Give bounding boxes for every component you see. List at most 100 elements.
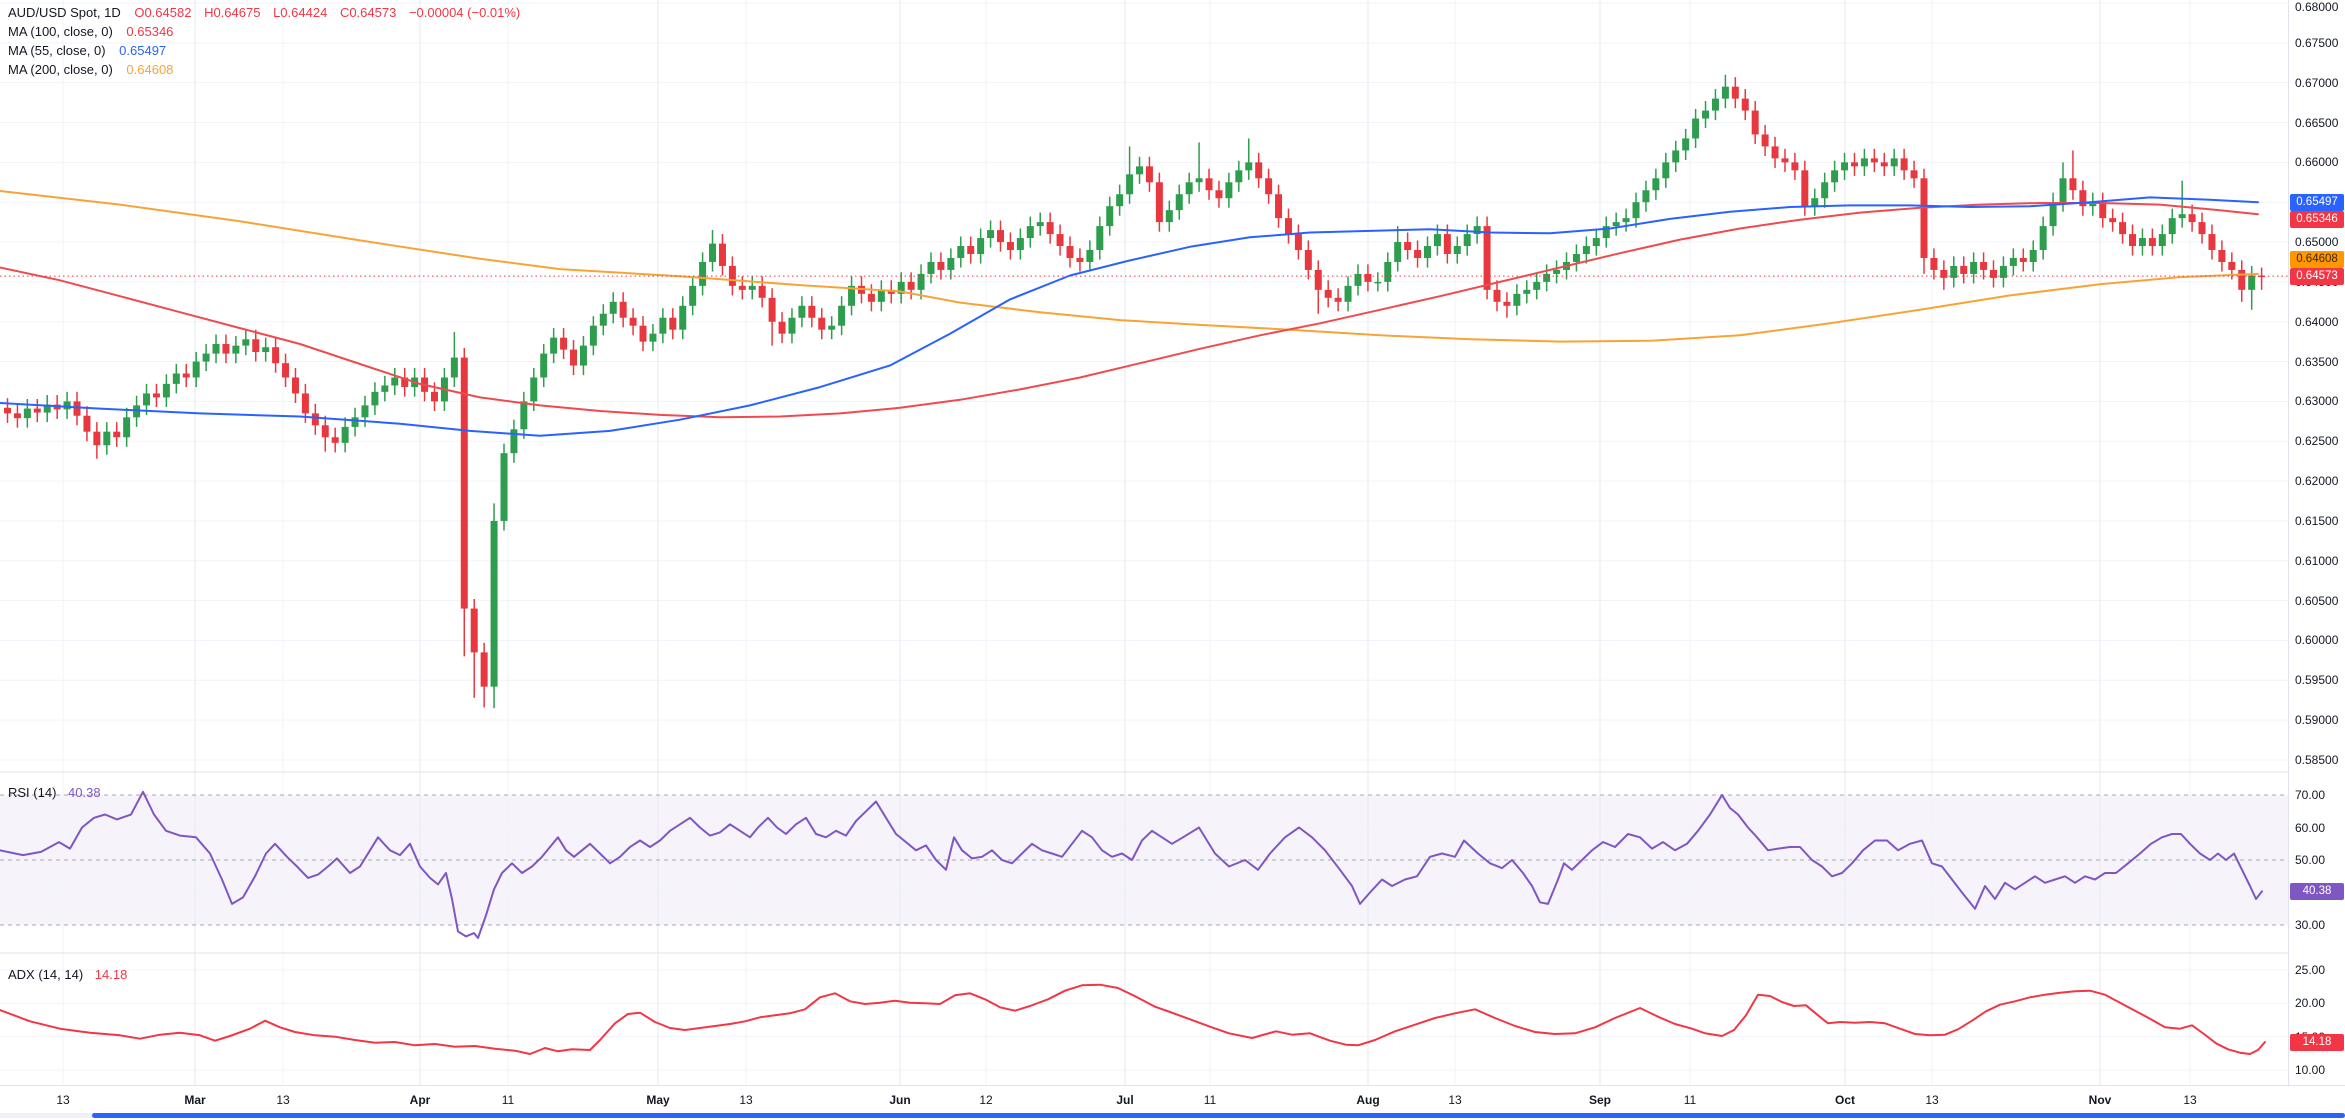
axis-tick-label: 0.61500 [2295,513,2339,528]
candle-body [1215,190,1223,199]
candle-body [83,415,91,432]
ma55-legend-row[interactable]: MA (55, close, 0) 0.65497 [8,41,529,60]
rsi-value-badge: 40.38 [2290,882,2344,900]
candle-body [2218,250,2226,262]
candle-body [718,243,726,266]
candle-body [1334,297,1342,302]
symbol-title: AUD/USD Spot, 1D [8,5,121,20]
axis-tick-label: 0.60000 [2295,633,2339,648]
candle-body [1980,261,1988,270]
candle-body [470,608,478,653]
candle-body [1553,269,1561,274]
candle-body [103,431,111,446]
candle-body [301,393,309,414]
ohlc-change: −0.00004 (−0.01%) [408,5,521,20]
candle-body [13,413,21,419]
candle-body [599,313,607,326]
candle-body [2009,257,2017,266]
candle-body [2228,261,2236,270]
ma200-legend-row[interactable]: MA (200, close, 0) 0.64608 [8,60,529,79]
candle-body [1890,158,1898,167]
axis-tick-label: 30.00 [2295,918,2326,932]
candle-body [659,317,667,334]
axis-tick-label: 0.64000 [2295,314,2339,329]
ma200-price-badge: 0.64608 [2290,251,2344,268]
candle-body [917,273,925,290]
candle-body [1145,166,1153,183]
candle-body [1175,194,1183,211]
ohlc-high: H0.64675 [204,5,261,20]
axis-tick-label: 0.62500 [2295,434,2339,449]
candle-body [1622,218,1630,223]
candle-body [1354,273,1362,286]
candle-body [510,429,518,454]
candle-body [828,325,836,330]
candle-body [560,337,568,350]
axis-tick-label: 0.63000 [2295,394,2339,409]
candle-body [728,265,736,286]
symbol-row[interactable]: AUD/USD Spot, 1D O0.64582 H0.64675 L0.64… [8,3,529,22]
candle-body [1632,202,1640,219]
candle-body [162,383,170,398]
price-axis[interactable]: 0.680000.675000.670000.665000.660000.655… [2288,0,2345,1085]
candle-body [619,301,627,318]
candle-body [1006,242,1014,251]
candle-body [262,347,270,352]
candle-body [1473,226,1481,235]
candle-body [1255,162,1263,179]
candle-body [679,305,687,330]
candle-body [430,391,438,402]
ma200-value: 0.64608 [126,62,174,77]
axis-tick-label: 0.66500 [2295,115,2339,130]
candle-body [639,325,647,342]
candle-body [1284,218,1292,235]
time-tick-month: Jun [889,1093,911,1107]
candle-body [1602,226,1610,239]
candle-body [1185,182,1193,195]
candle-body [937,261,945,270]
candle-body [1801,170,1809,207]
adx-value-badge: 14.18 [2290,1033,2344,1051]
candle-body [877,289,885,302]
candle-body [242,339,250,346]
candle-body [1831,170,1839,183]
rsi-legend-row[interactable]: RSI (14) 40.38 [8,785,101,800]
axis-tick-label: 0.68000 [2295,0,2339,14]
candle-body [1711,98,1719,111]
adx-legend-row[interactable]: ADX (14, 14) 14.18 [8,967,127,982]
candle-body [1414,250,1422,258]
candle-body [450,357,458,378]
axis-tick-label: 0.66000 [2295,155,2339,170]
ma100-legend-row[interactable]: MA (100, close, 0) 0.65346 [8,22,529,41]
candle-body [1582,246,1590,254]
time-scrollbar-thumb[interactable] [92,1113,2345,1118]
candle-body [2119,222,2127,235]
candle-body [1860,158,1868,167]
candle-body [1106,206,1114,227]
candle-body [212,344,220,354]
candle-body [609,301,617,314]
candle-body [1642,190,1650,203]
ma200-label: MA (200, close, 0) [8,62,113,77]
candle-body [1990,269,1997,278]
candle-body [282,363,290,378]
candle-body [311,413,319,426]
axis-tick-label: 0.62000 [2295,474,2339,489]
candle-body [1662,162,1670,179]
candle-body [2029,250,2037,262]
candle-body [1791,162,1799,171]
candle-body [1423,246,1431,258]
last-price-badge: 0.64573 [2290,267,2344,285]
candle-body [957,246,965,258]
candle-body [778,321,786,334]
adx-line [0,983,2266,1055]
candle-body [272,347,280,364]
candle-body [1433,234,1441,247]
candle-body [341,426,349,443]
time-tick-month: Mar [184,1093,206,1107]
candle-body [1493,289,1501,302]
axis-tick-label: 10.00 [2295,1063,2326,1077]
candle-body [709,243,717,262]
candle-body [232,345,240,354]
